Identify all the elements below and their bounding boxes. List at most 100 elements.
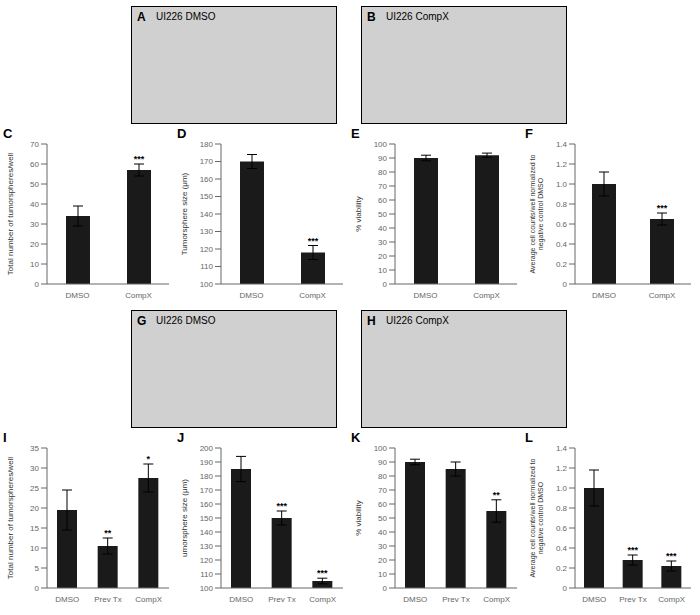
svg-text:150: 150 xyxy=(200,514,214,523)
svg-text:1.2: 1.2 xyxy=(556,160,568,169)
svg-text:20: 20 xyxy=(30,240,39,249)
svg-text:110: 110 xyxy=(200,262,213,271)
svg-text:***: *** xyxy=(657,203,668,213)
svg-text:150: 150 xyxy=(200,192,214,201)
svg-text:30: 30 xyxy=(378,238,387,247)
svg-text:% viability: % viability xyxy=(354,500,363,536)
svg-text:20: 20 xyxy=(378,252,387,261)
svg-text:10: 10 xyxy=(378,266,387,275)
svg-text:130: 130 xyxy=(200,227,214,236)
svg-text:25: 25 xyxy=(30,484,39,493)
svg-text:20: 20 xyxy=(378,556,387,565)
svg-text:30: 30 xyxy=(378,542,387,551)
svg-text:*: * xyxy=(147,454,151,464)
svg-text:120: 120 xyxy=(200,245,214,254)
svg-text:0.4: 0.4 xyxy=(556,544,568,553)
svg-text:0.6: 0.6 xyxy=(556,524,568,533)
svg-text:***: *** xyxy=(308,236,319,246)
svg-text:20: 20 xyxy=(30,504,39,513)
svg-text:0.2: 0.2 xyxy=(556,564,568,573)
svg-text:0.8: 0.8 xyxy=(556,504,568,513)
svg-text:70: 70 xyxy=(378,486,387,495)
svg-text:110: 110 xyxy=(200,570,213,579)
svg-text:CompX: CompX xyxy=(658,595,685,604)
svg-text:1.0: 1.0 xyxy=(556,484,568,493)
svg-text:60: 60 xyxy=(30,160,39,169)
svg-text:50: 50 xyxy=(378,210,387,219)
svg-text:***: *** xyxy=(276,501,287,511)
svg-text:100: 100 xyxy=(200,584,214,593)
svg-text:170: 170 xyxy=(200,486,214,495)
svg-text:160: 160 xyxy=(200,175,214,184)
svg-text:DMSO: DMSO xyxy=(414,291,438,300)
svg-text:***: *** xyxy=(134,154,145,164)
svg-text:0: 0 xyxy=(383,280,388,289)
svg-text:CompX: CompX xyxy=(299,291,326,300)
svg-text:50: 50 xyxy=(30,180,39,189)
svg-text:Tumorsphere size (μm): Tumorsphere size (μm) xyxy=(180,172,189,255)
svg-text:140: 140 xyxy=(200,210,214,219)
svg-text:% viability: % viability xyxy=(354,196,363,232)
svg-text:Total number of tumorspheres/w: Total number of tumorspheres/well xyxy=(8,457,15,580)
svg-text:5: 5 xyxy=(35,564,40,573)
svg-text:CompX: CompX xyxy=(473,291,500,300)
svg-text:0: 0 xyxy=(563,280,568,289)
svg-text:Total number of tumorspheres/w: Total number of tumorspheres/well xyxy=(8,153,15,276)
svg-text:CompX: CompX xyxy=(649,291,676,300)
svg-text:DMSO: DMSO xyxy=(66,291,90,300)
svg-text:80: 80 xyxy=(378,168,387,177)
svg-text:0: 0 xyxy=(383,584,388,593)
svg-text:0: 0 xyxy=(35,584,40,593)
svg-text:***: *** xyxy=(666,551,677,561)
svg-text:180: 180 xyxy=(200,472,214,481)
svg-text:0.6: 0.6 xyxy=(556,220,568,229)
svg-text:Prev Tx: Prev Tx xyxy=(94,595,121,604)
svg-text:50: 50 xyxy=(378,514,387,523)
svg-text:60: 60 xyxy=(378,500,387,509)
svg-text:CompX: CompX xyxy=(125,291,152,300)
svg-text:140: 140 xyxy=(200,528,214,537)
svg-text:60: 60 xyxy=(378,196,387,205)
svg-text:70: 70 xyxy=(378,182,387,191)
svg-text:DMSO: DMSO xyxy=(582,595,606,604)
svg-text:DMSO: DMSO xyxy=(55,595,79,604)
svg-text:40: 40 xyxy=(30,200,39,209)
svg-text:DMSO: DMSO xyxy=(240,291,264,300)
svg-text:100: 100 xyxy=(374,444,388,453)
svg-text:Average cell counts/well norma: Average cell counts/well normalized tone… xyxy=(528,458,544,577)
svg-text:CompX: CompX xyxy=(483,595,510,604)
svg-text:umorsphere size (μm): umorsphere size (μm) xyxy=(180,479,189,557)
svg-text:Prev Tx: Prev Tx xyxy=(268,595,295,604)
svg-text:40: 40 xyxy=(378,224,387,233)
svg-text:200: 200 xyxy=(200,444,214,453)
svg-text:Average cell counts/well norma: Average cell counts/well normalized tone… xyxy=(528,154,544,273)
svg-text:80: 80 xyxy=(378,472,387,481)
svg-text:100: 100 xyxy=(374,140,388,149)
svg-text:10: 10 xyxy=(30,544,39,553)
svg-text:190: 190 xyxy=(200,458,214,467)
svg-text:100: 100 xyxy=(200,280,214,289)
svg-text:CompX: CompX xyxy=(309,595,336,604)
svg-text:DMSO: DMSO xyxy=(403,595,427,604)
svg-text:Prev Tx: Prev Tx xyxy=(442,595,469,604)
svg-text:0.2: 0.2 xyxy=(556,260,568,269)
svg-text:CompX: CompX xyxy=(135,595,162,604)
svg-text:40: 40 xyxy=(378,528,387,537)
svg-text:10: 10 xyxy=(30,260,39,269)
svg-text:90: 90 xyxy=(378,458,387,467)
svg-text:***: *** xyxy=(627,545,638,555)
svg-text:30: 30 xyxy=(30,464,39,473)
svg-text:0.4: 0.4 xyxy=(556,240,568,249)
svg-text:0: 0 xyxy=(35,280,40,289)
svg-text:1.0: 1.0 xyxy=(556,180,568,189)
svg-text:180: 180 xyxy=(200,140,214,149)
svg-text:1.4: 1.4 xyxy=(556,140,568,149)
svg-text:70: 70 xyxy=(30,140,39,149)
svg-text:170: 170 xyxy=(200,157,214,166)
svg-text:160: 160 xyxy=(200,500,214,509)
svg-text:0: 0 xyxy=(563,584,568,593)
svg-text:DMSO: DMSO xyxy=(229,595,253,604)
svg-text:15: 15 xyxy=(30,524,39,533)
svg-text:Prev Tx: Prev Tx xyxy=(619,595,646,604)
svg-text:1.2: 1.2 xyxy=(556,464,568,473)
